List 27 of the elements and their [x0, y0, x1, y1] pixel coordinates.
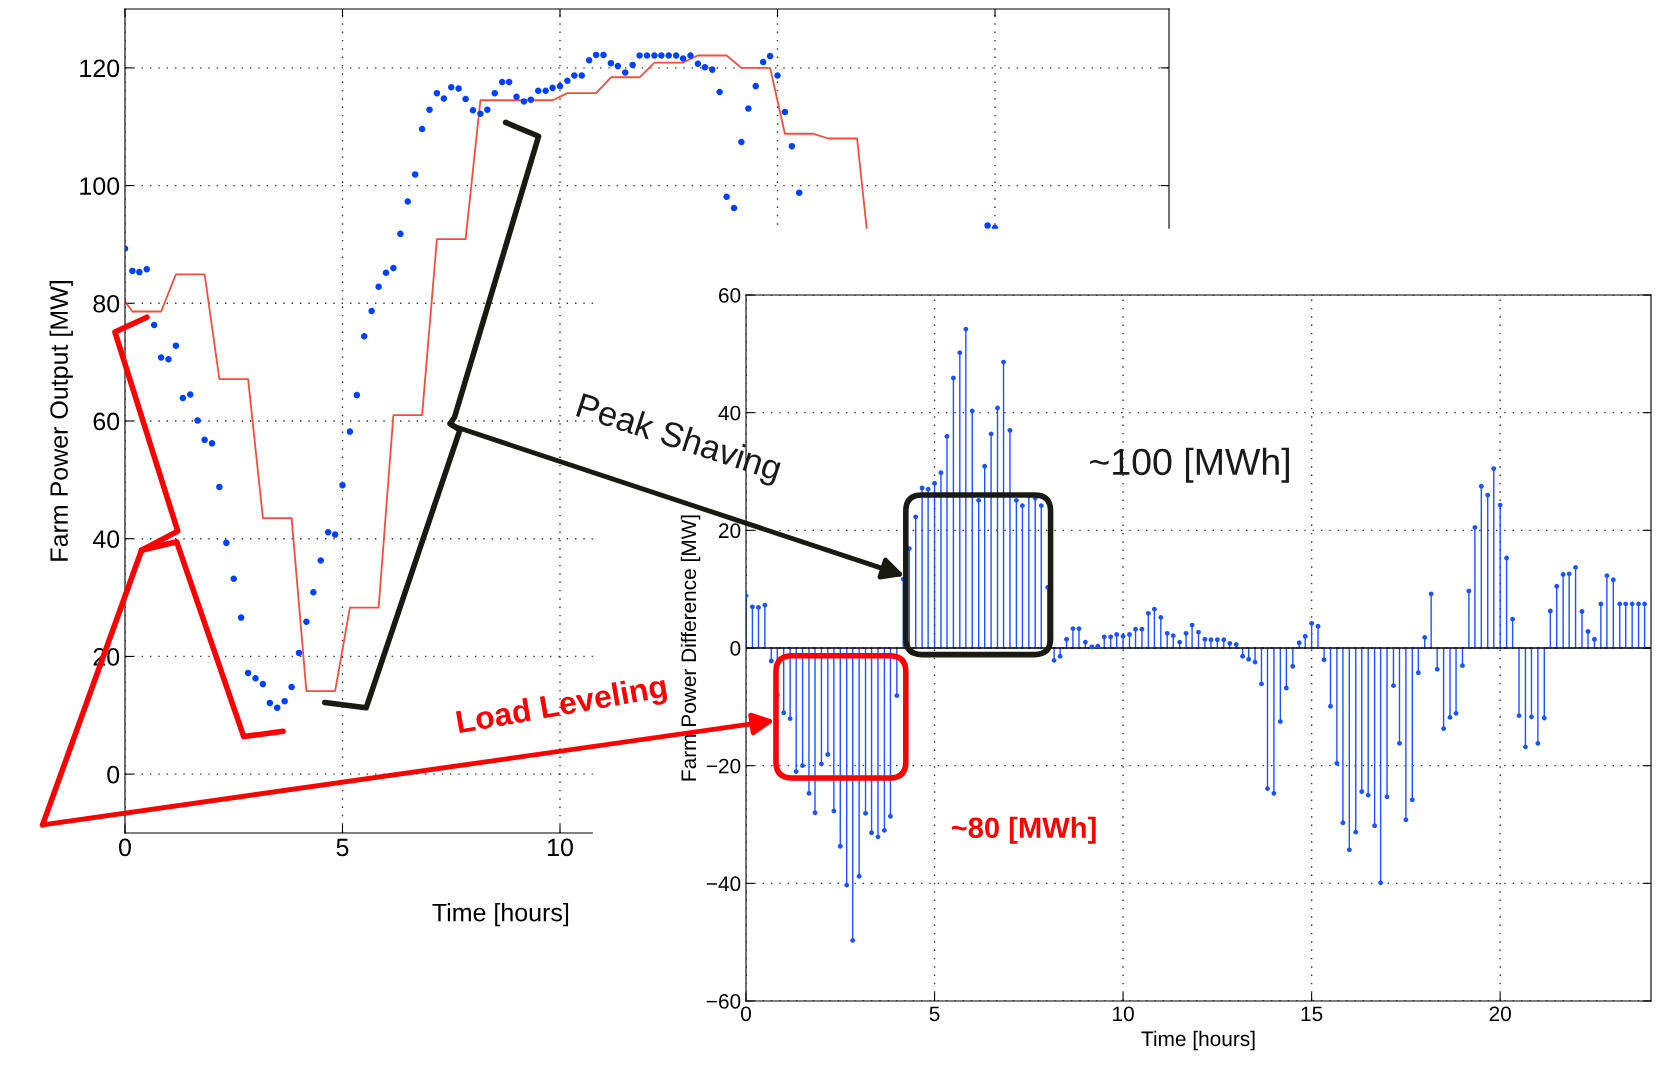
y-tick-label: 40 [718, 405, 741, 421]
annotation: ~100 [MWh] [1090, 447, 1289, 483]
y-tick-label: 20 [719, 523, 741, 539]
y-tick-label: 100 [80, 177, 120, 195]
x-tick-label: 10 [1113, 1006, 1134, 1022]
y-tick-label: −40 [706, 876, 741, 892]
y-tick-label: −60 [706, 994, 741, 1009]
x-tick-label: 5 [336, 838, 349, 857]
y-axis-title: Farm Power Difference [MW] [680, 515, 701, 781]
y-tick-label: 0 [730, 641, 741, 656]
x-tick-label: 10 [548, 838, 573, 857]
y-tick-label: 60 [719, 288, 741, 303]
y-tick-label: 40 [92, 530, 120, 549]
x-tick-label: 0 [741, 1006, 751, 1022]
y-tick-label: 60 [93, 412, 120, 431]
y-tick-label: −20 [706, 758, 741, 774]
y-tick-label: 80 [93, 294, 120, 313]
x-tick-label: 15 [1301, 1006, 1323, 1022]
annotation: Load Leveling [455, 673, 669, 740]
x-tick-label: 5 [929, 1006, 940, 1022]
x-tick-label: 20 [1489, 1006, 1511, 1022]
annotation: ~80 [MWh] [951, 816, 1096, 844]
x-axis-title: Time [hours] [1141, 1030, 1255, 1051]
x-axis-title: Time [hours] [432, 903, 569, 927]
y-tick-label: 120 [80, 59, 120, 78]
y-axis-title: Farm Power Output [MW] [49, 281, 73, 561]
y-tick-label: 0 [107, 765, 120, 784]
